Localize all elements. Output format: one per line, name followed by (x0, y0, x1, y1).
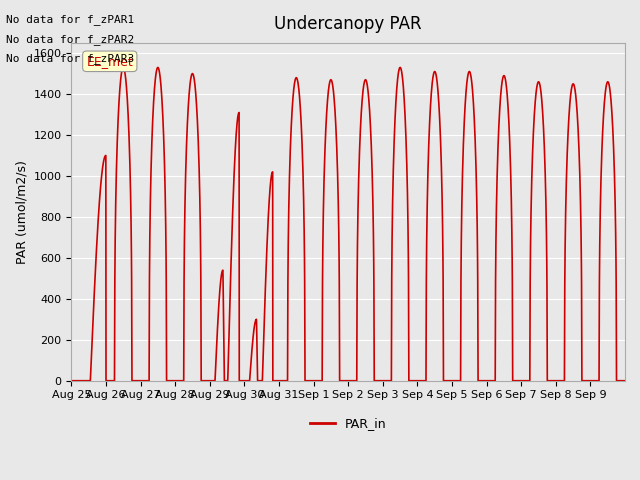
Title: Undercanopy PAR: Undercanopy PAR (275, 15, 422, 33)
Text: No data for f_zPAR3: No data for f_zPAR3 (6, 53, 134, 64)
Text: No data for f_zPAR1: No data for f_zPAR1 (6, 14, 134, 25)
Text: No data for f_zPAR2: No data for f_zPAR2 (6, 34, 134, 45)
Y-axis label: PAR (umol/m2/s): PAR (umol/m2/s) (15, 160, 28, 264)
Text: EE_met: EE_met (86, 55, 133, 68)
Legend: PAR_in: PAR_in (305, 412, 392, 435)
